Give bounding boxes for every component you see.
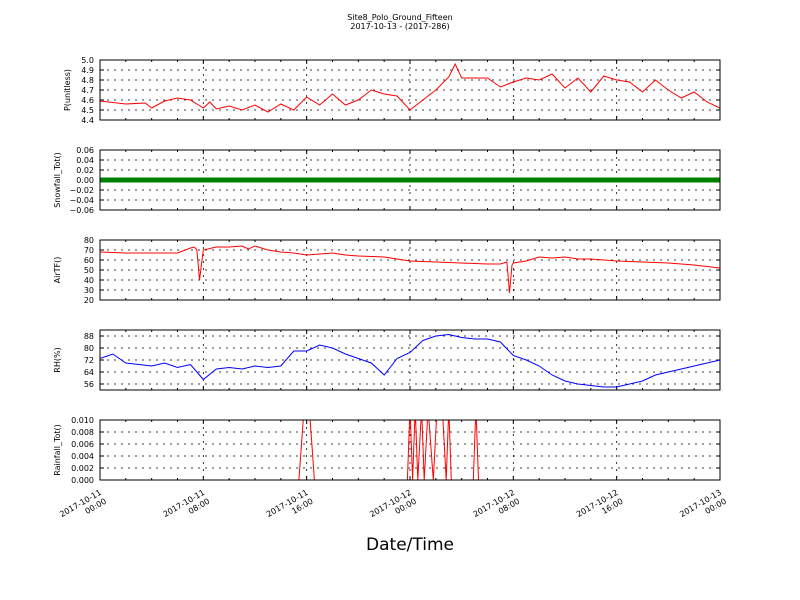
y-tick-label: 4.7 bbox=[81, 86, 94, 95]
y-axis-label: AirTF() bbox=[53, 257, 62, 284]
y-tick-label: 0.008 bbox=[71, 428, 94, 437]
y-tick-label: 4.6 bbox=[81, 96, 94, 105]
axes-frame bbox=[99, 59, 721, 121]
y-tick-label: −0.06 bbox=[69, 206, 94, 215]
axes-frame bbox=[99, 329, 721, 391]
y-tick-label: 50 bbox=[84, 266, 94, 275]
x-tick-label: 2017-10-1216:00 bbox=[575, 488, 625, 528]
x-tick-label: 2017-10-1108:00 bbox=[162, 488, 212, 528]
subplot-2: −0.06−0.04−0.020.000.020.040.06 Snowfall_… bbox=[53, 146, 721, 215]
y-tick-label: −0.04 bbox=[69, 196, 94, 205]
y-tick-label: 60 bbox=[84, 256, 94, 265]
y-tick-label: 4.5 bbox=[81, 106, 94, 115]
y-tick-label: −0.02 bbox=[69, 186, 94, 195]
y-tick-label: 4.8 bbox=[81, 76, 94, 85]
y-axis-label: Snowfall_Tot() bbox=[53, 152, 62, 208]
x-tick-label: 2017-10-1208:00 bbox=[472, 488, 522, 528]
y-tick-label: 88 bbox=[84, 332, 94, 341]
y-tick-label: 64 bbox=[84, 368, 94, 377]
y-tick-label: 0.06 bbox=[76, 146, 94, 155]
y-tick-label: 56 bbox=[84, 380, 94, 389]
axes-frame bbox=[99, 239, 721, 301]
y-tick-label: 72 bbox=[84, 356, 94, 365]
y-tick-label: 40 bbox=[84, 276, 94, 285]
x-tick-label: 2017-10-1100:00 bbox=[58, 488, 108, 528]
subplot-1: 4.44.54.64.74.84.95.0 P(unitless) bbox=[63, 56, 721, 125]
y-tick-label: 70 bbox=[84, 246, 94, 255]
x-tick-label: 2017-10-1300:00 bbox=[678, 488, 728, 528]
x-axis-label: Date/Time bbox=[366, 535, 454, 555]
y-tick-label: 0.002 bbox=[71, 464, 94, 473]
y-tick-label: 80 bbox=[84, 344, 94, 353]
y-tick-label: 4.4 bbox=[81, 116, 94, 125]
y-tick-label: 30 bbox=[84, 286, 94, 295]
y-tick-label: 0.004 bbox=[71, 452, 94, 461]
y-tick-label: 4.9 bbox=[81, 66, 94, 75]
y-tick-label: 0.000 bbox=[71, 476, 94, 485]
data-line bbox=[100, 420, 720, 480]
y-tick-label: 0.02 bbox=[76, 166, 94, 175]
axes-frame bbox=[99, 149, 721, 211]
y-axis-label: Rainfall_Tot() bbox=[53, 424, 62, 476]
data-line bbox=[100, 245, 720, 294]
chart-title: Site8_Polo_Ground_Fifteen bbox=[347, 13, 452, 22]
y-tick-label: 0.00 bbox=[76, 176, 94, 185]
y-tick-label: 80 bbox=[84, 236, 94, 245]
y-tick-label: 20 bbox=[84, 296, 94, 305]
y-axis-label: P(unitless) bbox=[63, 69, 72, 111]
subplot-4: 56 64 72 80 88 RH(%) bbox=[53, 329, 721, 391]
y-tick-label: 0.04 bbox=[76, 156, 94, 165]
x-tick-label: 2017-10-1116:00 bbox=[265, 488, 315, 528]
axes-frame bbox=[99, 419, 721, 481]
y-tick-label: 0.006 bbox=[71, 440, 94, 449]
y-tick-label: 5.0 bbox=[81, 56, 94, 65]
subplots: 4.44.54.64.74.84.95.0P(unitless)−0.06−0.… bbox=[53, 56, 728, 528]
x-tick-label: 2017-10-1200:00 bbox=[368, 488, 418, 528]
y-axis-label: RH(%) bbox=[53, 347, 62, 372]
data-line bbox=[100, 62, 720, 113]
subplot-5: 0.000 0.002 0.004 0.006 0.008 0.010 Rainfall_T… bbox=[53, 416, 728, 528]
chart-subtitle: 2017-10-13 - (2017-286) bbox=[350, 22, 449, 31]
y-tick-label: 0.010 bbox=[71, 416, 94, 425]
data-line bbox=[100, 333, 720, 388]
